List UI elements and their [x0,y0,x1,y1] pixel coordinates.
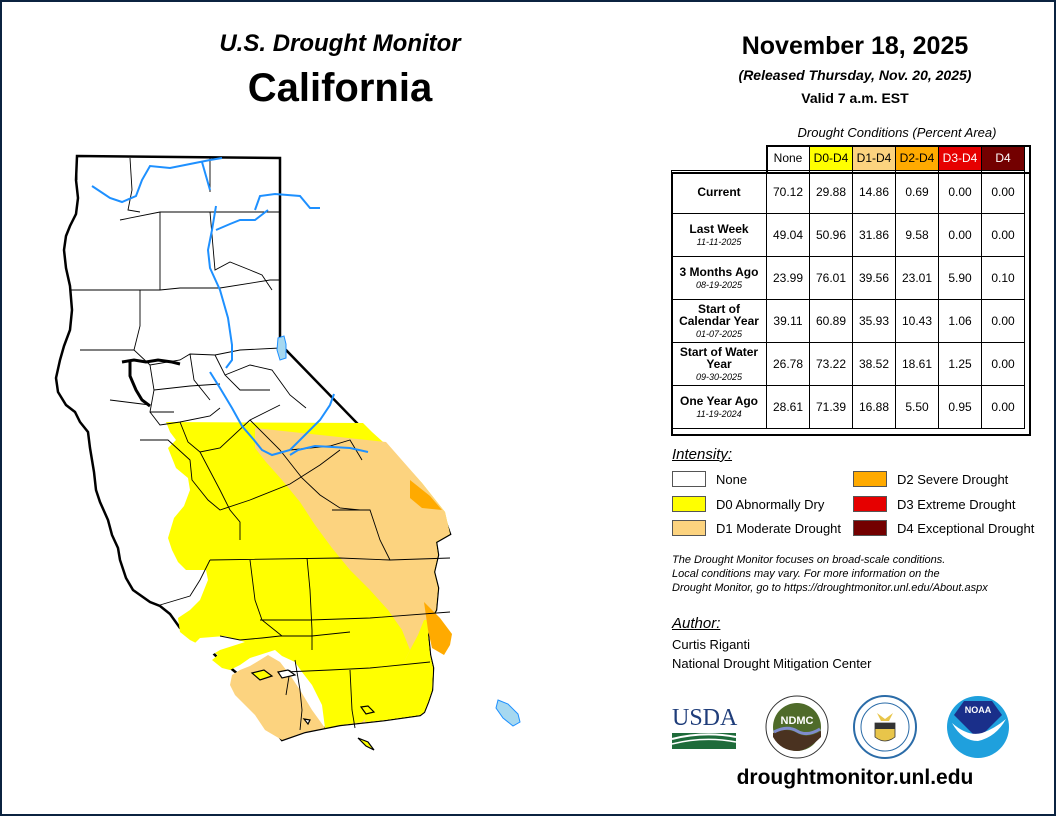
partner-logos: USDA NDMC NOAA [670,695,1030,760]
col-header-d3-d4: D3-D4 [938,145,982,171]
legend-item-d2: D2 Severe Drought [853,471,1008,487]
table-row: 3 Months Ago 08-19-2025 23.99 76.01 39.56… [671,256,1025,300]
legend-swatch [672,496,706,512]
drought-conditions-table: None D0-D4 D1-D4 D2-D4 D3-D4 D4 Current … [671,145,1025,429]
map-date: November 18, 2025 [741,32,969,60]
d0-south-strip [350,586,433,722]
table-row: Start of Calendar Year 01-07-2025 39.11 6… [671,299,1025,343]
legend-swatch [853,496,887,512]
legend-swatch [672,471,706,487]
row-label: Start of Calendar Year 01-07-2025 [671,299,767,343]
d2-region-north [410,480,442,510]
region-title: California [247,66,433,110]
website-url[interactable]: droughtmonitor.unl.edu [736,766,974,789]
author-heading: Author: [672,615,721,632]
row-label: One Year Ago 11-19-2024 [671,385,767,429]
sf-bay [121,358,181,408]
col-header-d2-d4: D2-D4 [895,145,939,171]
col-header-d0-d4: D0-D4 [809,145,853,171]
row-label: 3 Months Ago 08-19-2025 [671,256,767,300]
channel-islands [250,669,376,751]
col-header-d4: D4 [981,145,1025,171]
legend-swatch [853,471,887,487]
none-pocket [190,636,245,656]
legend-title: Intensity: [672,446,733,463]
rivers [91,157,369,457]
ndmc-logo-icon: NDMC [765,695,829,759]
conditions-table-title: Drought Conditions (Percent Area) [797,125,997,140]
d1-region [230,428,450,740]
legend-item-d3: D3 Extreme Drought [853,496,1016,512]
salton-sea [495,699,521,727]
usda-logo-icon: USDA [671,705,738,749]
legend-item-none: None [672,471,747,487]
d2-region-east [424,602,452,655]
disclaimer-note: The Drought Monitor focuses on broad-sca… [672,554,988,594]
legend-item-d4: D4 Exceptional Drought [853,520,1034,536]
legend-item-d0: D0 Abnormally Dry [672,496,824,512]
commerce-seal-icon [853,695,917,759]
product-title: U.S. Drought Monitor [219,30,461,57]
table-row: Start of Water Year 09-30-2025 26.78 73.2… [671,342,1025,386]
table-header-row: None D0-D4 D1-D4 D2-D4 D3-D4 D4 [672,145,1025,171]
svg-text:NDMC: NDMC [781,715,814,727]
svg-text:NOAA: NOAA [965,705,992,715]
svg-text:USDA: USDA [672,705,738,731]
author-name: Curtis Riganti [672,637,751,652]
legend-swatch [853,520,887,536]
legend-item-d1: D1 Moderate Drought [672,520,841,536]
table-row: Current 70.12 29.88 14.86 0.69 0.00 0.00 [671,170,1025,214]
table-row: One Year Ago 11-19-2024 28.61 71.39 16.88… [671,385,1025,429]
legend-swatch [672,520,706,536]
author-organization: National Drought Mitigation Center [672,656,872,671]
row-label: Last Week 11-11-2025 [671,213,767,257]
col-header-d1-d4: D1-D4 [852,145,896,171]
table-row: Last Week 11-11-2025 49.04 50.96 31.86 9.… [671,213,1025,257]
noaa-logo-icon: NOAA [947,696,1009,758]
row-label: Start of Water Year 09-30-2025 [671,342,767,386]
county-boundaries [70,156,451,731]
california-drought-map [50,150,610,770]
col-header-none: None [766,145,810,171]
valid-time: Valid 7 a.m. EST [801,90,909,106]
row-label: Current [671,170,767,214]
lake-tahoe [276,335,287,361]
release-date: (Released Thursday, Nov. 20, 2025) [738,67,972,83]
